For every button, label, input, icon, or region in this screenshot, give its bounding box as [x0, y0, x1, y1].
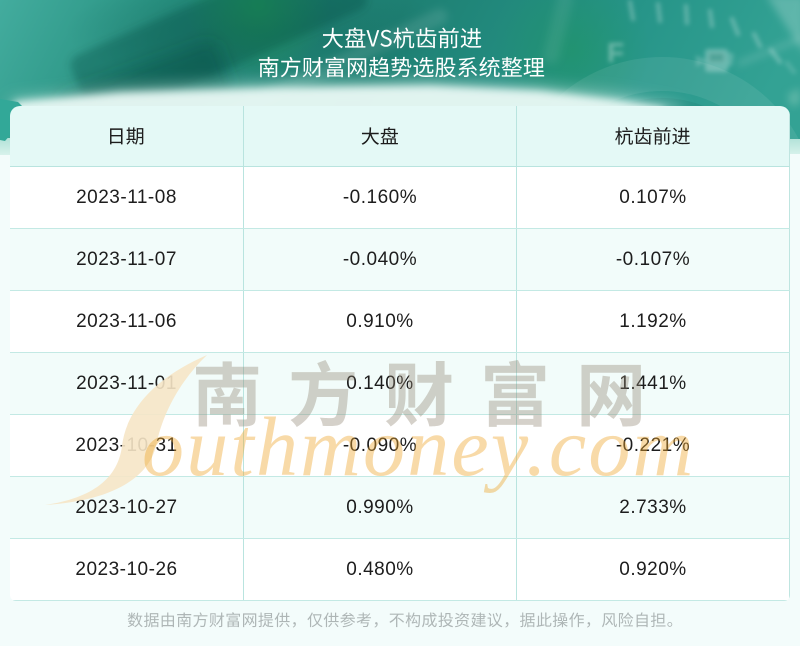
- svg-text:F: F: [607, 37, 624, 68]
